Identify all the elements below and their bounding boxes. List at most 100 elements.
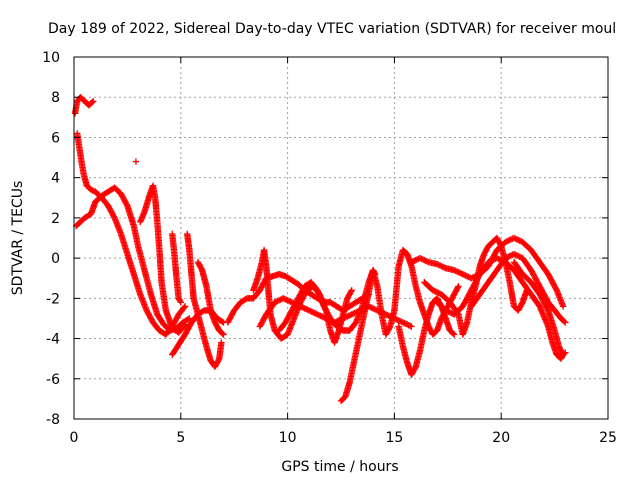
data-point <box>429 287 437 294</box>
data-point <box>510 234 518 242</box>
data-point <box>280 295 287 302</box>
data-point <box>552 285 560 293</box>
data-point <box>506 236 513 244</box>
data-point <box>220 331 227 338</box>
data-point <box>405 321 412 329</box>
data-point <box>271 299 278 306</box>
data-point <box>562 349 569 356</box>
data-point <box>516 253 523 260</box>
data-point <box>512 251 519 258</box>
data-point <box>335 317 343 324</box>
data-point <box>516 237 523 244</box>
data-point <box>490 256 498 263</box>
plot-border <box>73 56 609 420</box>
data-point <box>503 254 511 261</box>
data-point <box>219 318 226 325</box>
data-point <box>561 318 568 325</box>
data-point <box>442 307 449 314</box>
x-tick-label: 0 <box>70 430 79 446</box>
data-point <box>339 315 347 322</box>
y-tick-label: -6 <box>46 372 60 388</box>
data-point <box>371 271 379 278</box>
y-tick-label: 8 <box>51 90 60 106</box>
data-point <box>463 273 471 280</box>
data-point <box>281 295 288 303</box>
data-point <box>321 314 328 321</box>
data-point <box>368 304 375 311</box>
chart-title: Day 189 of 2022, Sidereal Day-to-day VTE… <box>48 21 616 37</box>
data-point <box>432 288 439 295</box>
data-point <box>497 241 504 248</box>
series-arc-6 <box>169 230 184 306</box>
data-point <box>177 299 184 306</box>
data-point <box>310 309 317 316</box>
data-point <box>485 258 492 266</box>
data-point <box>455 283 462 290</box>
x-tick-label: 15 <box>385 430 403 446</box>
data-point <box>423 258 431 265</box>
data-point <box>413 256 421 263</box>
data-point <box>374 307 381 314</box>
data-point <box>462 272 469 279</box>
data-point <box>320 313 327 321</box>
data-point <box>344 313 351 320</box>
data-point <box>401 319 408 327</box>
data-point <box>435 289 442 297</box>
data-point <box>302 305 310 313</box>
data-point <box>274 297 281 305</box>
x-tick-label: 25 <box>599 430 617 446</box>
data-point <box>181 321 189 328</box>
y-tick-label: 2 <box>51 211 60 227</box>
data-point <box>561 350 568 357</box>
x-tick-label: 5 <box>176 430 185 446</box>
data-point <box>510 250 518 258</box>
data-point <box>315 311 323 319</box>
series-arc-13 <box>275 266 398 338</box>
data-point <box>110 213 118 220</box>
data-point <box>308 308 316 315</box>
data-point <box>348 287 355 294</box>
y-tick-label: 0 <box>51 251 60 267</box>
data-point <box>89 187 96 194</box>
data-point <box>87 186 95 193</box>
y-tick-label: 6 <box>51 130 60 146</box>
data-point <box>513 236 521 243</box>
series-arc-2 <box>71 94 97 117</box>
data-point <box>460 271 468 279</box>
data-point <box>502 254 509 262</box>
series-arc-1 <box>72 184 193 334</box>
data-point <box>404 321 411 328</box>
data-point <box>301 305 308 312</box>
data-point <box>341 314 348 321</box>
x-tick-label: 10 <box>279 430 297 446</box>
data-point <box>176 297 184 305</box>
data-point <box>184 316 192 323</box>
data-points <box>71 94 569 405</box>
data-point <box>433 260 441 268</box>
data-point <box>349 310 357 317</box>
data-point <box>451 331 458 338</box>
series-arc-9 <box>194 258 227 338</box>
data-point <box>285 297 293 305</box>
y-axis-label: SDTVAR / TECUs <box>10 181 26 296</box>
series-arc-14 <box>337 266 379 405</box>
data-point <box>488 257 495 264</box>
series-arc-21 <box>510 258 569 358</box>
data-point <box>297 303 304 310</box>
y-tick-label: 4 <box>51 171 60 187</box>
data-point <box>431 287 438 295</box>
y-tick-label: -2 <box>46 291 60 307</box>
data-point <box>215 356 222 364</box>
y-tick-label: -8 <box>46 412 60 428</box>
data-point <box>459 271 466 278</box>
data-point <box>317 312 324 319</box>
data-point <box>455 268 462 276</box>
data-point <box>468 275 475 282</box>
data-point <box>433 289 441 296</box>
data-point <box>219 330 226 337</box>
data-point <box>486 258 494 265</box>
data-point <box>314 311 321 318</box>
data-point <box>502 238 509 246</box>
data-point <box>411 364 419 372</box>
